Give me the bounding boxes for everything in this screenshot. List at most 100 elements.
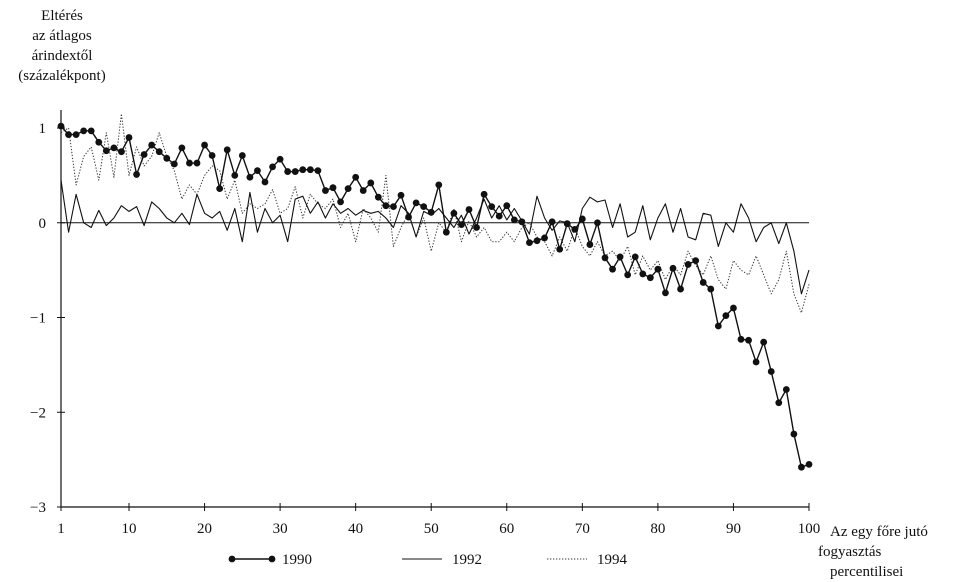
y-tick-label: 0 <box>39 216 47 232</box>
series-line-1990 <box>60 125 810 468</box>
data-point-1990 <box>646 274 654 282</box>
x-tick-label: 80 <box>650 521 665 537</box>
data-point-1990 <box>798 463 805 471</box>
data-point-1990 <box>314 167 322 175</box>
data-point-1990 <box>631 253 639 261</box>
data-point-1990 <box>299 166 307 174</box>
data-point-1990 <box>102 147 110 155</box>
data-point-1990 <box>337 198 344 206</box>
data-point-1990 <box>624 271 632 279</box>
x-axis-label-line-3: percentilisei <box>830 564 904 580</box>
data-point-1990 <box>465 206 473 213</box>
data-point-1990 <box>382 202 390 210</box>
data-point-1990 <box>488 203 496 211</box>
y-axis-label: Eltérés az átlagos árindextől (százalékp… <box>0 6 124 86</box>
data-point-1990 <box>427 208 435 216</box>
data-point-1990 <box>510 216 518 224</box>
data-point-1990 <box>480 190 488 198</box>
data-point-1990 <box>616 253 624 261</box>
data-point-1990 <box>322 187 329 194</box>
x-tick-label: 30 <box>273 521 288 537</box>
data-point-1990 <box>359 187 367 194</box>
x-tick-label: 90 <box>726 521 741 537</box>
x-tick-label: 1 <box>57 521 65 537</box>
data-point-1990 <box>193 159 201 167</box>
chart-canvas: 10−1−2−31 10 20 30 40 50 60 70 80 90 100 1990 1992 1… <box>30 110 820 566</box>
data-point-1990 <box>609 265 616 273</box>
data-point-1990 <box>352 173 360 181</box>
data-point-1990 <box>186 159 193 167</box>
data-point-1990 <box>533 237 541 245</box>
data-point-1990 <box>95 138 103 146</box>
data-point-1990 <box>246 173 254 181</box>
data-point-1990 <box>276 155 284 163</box>
legend-label-1990: 1990 <box>282 552 312 566</box>
data-point-1990 <box>125 134 133 141</box>
y-axis-label-line-3: árindextől <box>31 48 93 64</box>
data-point-1990 <box>782 386 790 393</box>
y-axis-label-line-4: (százalékpont) <box>18 68 106 84</box>
data-point-1990 <box>541 234 548 242</box>
data-point-1990 <box>586 241 594 248</box>
data-point-1990 <box>170 160 178 168</box>
data-point-1990 <box>707 285 715 293</box>
legend-label-1994: 1994 <box>597 552 628 566</box>
legend-marker-1990 <box>228 555 236 563</box>
data-point-1990 <box>231 171 239 179</box>
axes: 10−1−2−31 10 20 30 40 50 60 70 80 90 100 <box>30 110 820 537</box>
data-point-1990 <box>473 224 480 231</box>
data-point-1990 <box>110 144 118 152</box>
data-point-1990 <box>87 127 95 135</box>
data-point-1990 <box>662 289 669 297</box>
data-point-1990 <box>745 336 752 344</box>
y-axis-label-line-1: Eltérés <box>41 8 83 24</box>
data-point-1990 <box>261 178 269 186</box>
data-point-1990 <box>548 218 556 226</box>
series-layer <box>57 113 813 471</box>
data-point-1990 <box>677 285 684 293</box>
x-axis-label-line-2: fogyasztás <box>818 544 882 560</box>
data-point-1990 <box>420 203 428 211</box>
data-point-1990 <box>526 239 533 247</box>
data-point-1990 <box>329 184 337 192</box>
x-tick-label: 40 <box>348 521 363 537</box>
data-point-1990 <box>578 215 586 223</box>
data-point-1990 <box>684 261 692 268</box>
data-point-1990 <box>450 209 458 217</box>
legend: 1990 1992 1994 <box>228 552 628 566</box>
data-point-1990 <box>201 141 208 149</box>
legend-marker-1990 <box>268 555 276 563</box>
data-point-1990 <box>699 279 707 286</box>
y-tick-label: −3 <box>30 500 46 516</box>
data-point-1990 <box>737 335 745 343</box>
data-point-1990 <box>344 185 352 193</box>
data-point-1990 <box>669 264 677 272</box>
data-point-1990 <box>760 338 768 346</box>
data-point-1990 <box>72 131 80 139</box>
data-point-1990 <box>374 193 382 201</box>
data-point-1990 <box>594 219 601 227</box>
data-point-1990 <box>291 168 299 175</box>
data-point-1990 <box>306 166 314 174</box>
data-point-1990 <box>238 152 246 159</box>
x-tick-label: 100 <box>798 521 821 537</box>
data-point-1990 <box>397 191 405 199</box>
data-point-1990 <box>140 151 148 158</box>
x-tick-label: 10 <box>122 521 137 537</box>
data-point-1990 <box>601 254 609 262</box>
data-point-1990 <box>178 144 186 152</box>
y-tick-label: 1 <box>39 121 47 137</box>
data-point-1990 <box>284 168 292 175</box>
data-point-1990 <box>775 399 783 407</box>
y-tick-label: −2 <box>30 405 46 421</box>
data-point-1990 <box>639 270 647 278</box>
data-point-1990 <box>571 225 579 233</box>
data-point-1990 <box>405 213 412 221</box>
data-point-1990 <box>269 163 276 171</box>
data-point-1990 <box>790 430 798 438</box>
data-point-1990 <box>216 185 224 193</box>
data-point-1990 <box>503 202 511 210</box>
data-point-1990 <box>223 146 231 154</box>
data-point-1990 <box>805 460 813 468</box>
x-axis-label-line-1: Az egy főre jutó <box>830 524 928 540</box>
